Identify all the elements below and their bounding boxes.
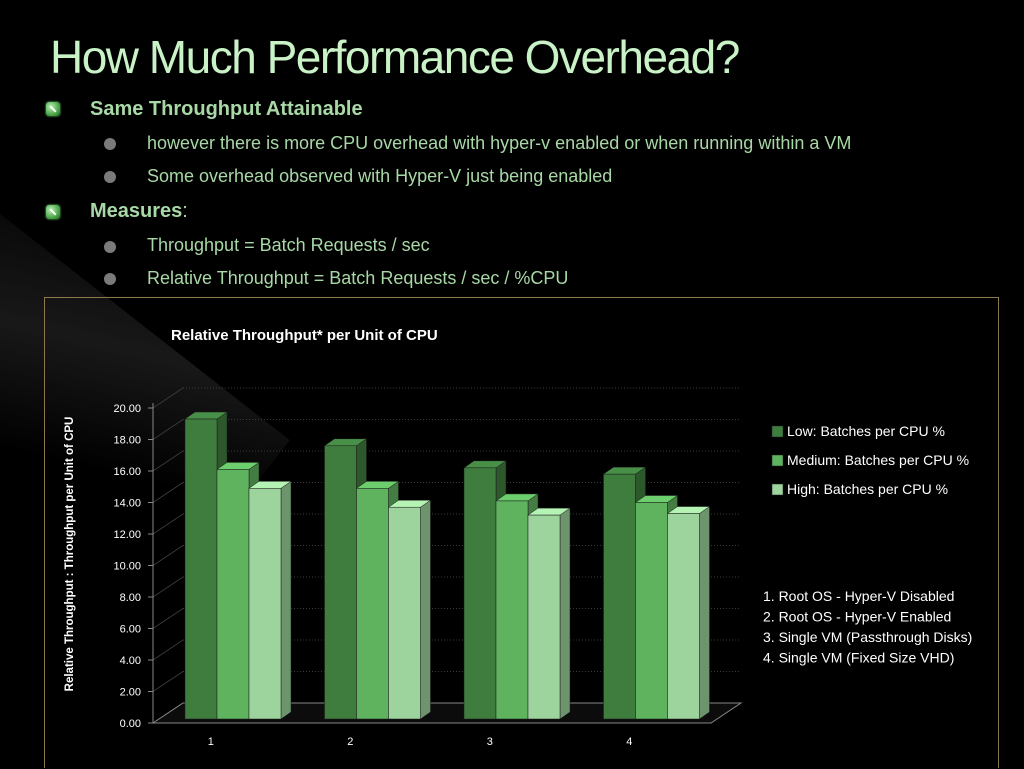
gridline-depth [152, 482, 184, 503]
sub-bullet-dot-icon [104, 171, 116, 183]
bullet-2: Measures: [90, 200, 188, 223]
y-tick-label: 12.00 [113, 529, 141, 541]
legend-label: High: Batches per CPU % [787, 481, 948, 497]
bar-side [420, 499, 431, 720]
y-tick-label: 4.00 [120, 655, 141, 667]
x-tick-label: 3 [487, 736, 493, 748]
gridline-depth [152, 576, 184, 598]
y-tick-label: 20.00 [113, 403, 141, 415]
slide-title: How Much Performance Overhead? [50, 31, 740, 83]
x-tick-label: 2 [347, 736, 353, 748]
gridline-depth [152, 387, 184, 409]
sub-bullet-dot-icon [104, 138, 116, 150]
gridline-depth [152, 639, 184, 661]
bar-side [559, 507, 571, 720]
bar [388, 506, 421, 720]
bullet-2-suffix: : [182, 200, 188, 222]
bar-chart: Relative Throughput* per Unit of CPU Rel… [64, 327, 972, 748]
x-tick-label: 1 [208, 736, 214, 748]
gridline-depth [152, 513, 184, 535]
y-axis-label: Relative Throughput : Throughput per Uni… [64, 417, 76, 692]
bar [635, 502, 668, 720]
sub-bullet-dot-icon [104, 241, 116, 253]
sub-bullet-2-2: Relative Throughput = Batch Requests / s… [147, 268, 569, 288]
y-tick-label: 8.00 [120, 592, 141, 604]
gridline-depth [152, 671, 184, 692]
chart-note: 1. Root OS - Hyper-V Disabled [763, 588, 954, 604]
sub-bullet-1-2: Some overhead observed with Hyper-V just… [147, 166, 613, 186]
bullet-2-text: Measures [90, 200, 183, 222]
sub-bullet-2-1: Throughput = Batch Requests / sec [147, 235, 430, 255]
bar [216, 469, 250, 720]
bar [248, 488, 282, 720]
bar [184, 418, 218, 720]
bullet-1-text: Same Throughput Attainable [90, 98, 363, 120]
legend-label: Low: Batches per CPU % [787, 423, 945, 439]
bar-side [699, 506, 710, 720]
x-tick-label: 4 [626, 736, 632, 748]
chart-frame: Relative Throughput* per Unit of CPU Rel… [44, 297, 999, 768]
y-tick-label: 16.00 [113, 466, 141, 478]
bar [463, 467, 497, 720]
bullet-arrow-icon [46, 102, 60, 116]
bar [356, 488, 389, 720]
bar [527, 514, 561, 720]
gridline-depth [152, 545, 184, 566]
sub-bullet-dot-icon [104, 273, 116, 285]
legend-swatch [771, 425, 784, 438]
chart-note: 4. Single VM (Fixed Size VHD) [763, 650, 954, 666]
chart-note: 3. Single VM (Passthrough Disks) [763, 629, 972, 645]
y-tick-label: 2.00 [120, 687, 141, 699]
y-tick-label: 6.00 [120, 624, 141, 636]
chart-floor [151, 702, 743, 724]
sub-bullet-1-1: however there is more CPU overhead with … [147, 133, 852, 153]
gridline-depth [152, 419, 184, 440]
legend-swatch [771, 483, 784, 496]
bar-side [280, 480, 292, 720]
y-tick-label: 10.00 [113, 561, 141, 573]
bar [603, 473, 636, 720]
gridline-depth [152, 608, 184, 629]
chart-note: 2. Root OS - Hyper-V Enabled [763, 609, 951, 625]
gridline-depth [152, 450, 184, 472]
bar [667, 513, 700, 720]
chart-title: Relative Throughput* per Unit of CPU [171, 327, 438, 344]
y-tick-label: 14.00 [113, 498, 141, 510]
y-tick-label: 18.00 [113, 435, 141, 447]
bar [495, 500, 529, 720]
y-tick-label: 0.00 [120, 718, 141, 730]
bar [324, 445, 357, 720]
legend-label: Medium: Batches per CPU % [787, 452, 969, 468]
bullet-arrow-icon [46, 205, 60, 219]
legend-swatch [771, 454, 784, 467]
